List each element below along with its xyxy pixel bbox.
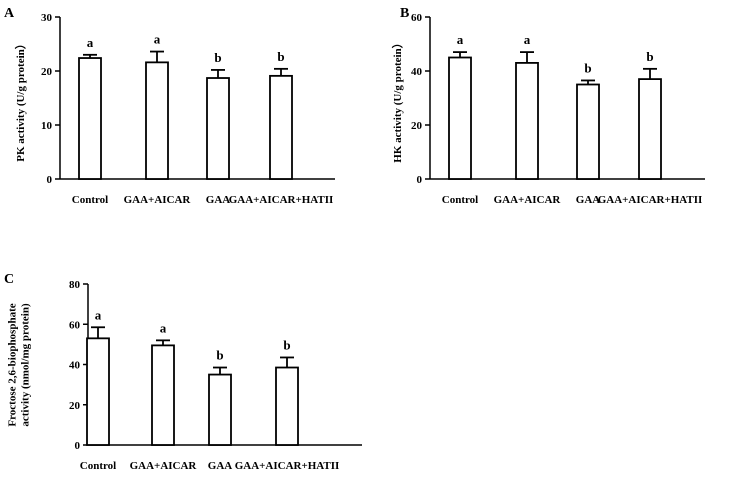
category-label: Control <box>72 194 108 206</box>
y-axis-label-line: Froctose 2,6-biophosphate <box>7 303 19 426</box>
y-tick-label-c: 60 <box>69 319 81 331</box>
category-label: GAA+AICAR <box>130 460 198 472</box>
bar <box>151 344 175 446</box>
bar <box>86 337 110 446</box>
significance-label: a <box>524 32 531 47</box>
bar <box>78 57 102 180</box>
significance-label: a <box>95 307 102 322</box>
significance-label: b <box>277 49 284 64</box>
category-label: GAA+AICAR+HATII <box>598 194 703 206</box>
significance-label: a <box>154 32 161 47</box>
category-label: GAA+AICAR+HATII <box>229 194 334 206</box>
bar <box>515 62 539 180</box>
panel-letter-c: C <box>4 272 14 287</box>
category-label: Control <box>442 194 478 206</box>
significance-label: a <box>87 35 94 50</box>
y-tick-label-c: 0 <box>75 440 81 452</box>
y-axis-label-line: activity (nmol/mg protein) <box>20 303 32 427</box>
y-tick-label-a: 20 <box>41 66 53 78</box>
category-label: GAA+AICAR <box>494 194 562 206</box>
significance-label: b <box>646 49 653 64</box>
y-tick-label-c: 40 <box>69 360 81 372</box>
significance-label: b <box>283 337 290 352</box>
bar <box>145 61 169 180</box>
bar <box>206 77 230 180</box>
bar <box>576 83 600 180</box>
y-axis-label-a: PK activity (U/g protein） <box>14 38 27 162</box>
y-tick-label-a: 30 <box>41 12 53 24</box>
y-tick-label-b: 40 <box>411 66 423 78</box>
panel-letter-b: B <box>400 6 409 21</box>
category-label: GAA <box>576 194 601 206</box>
y-tick-label-b: 20 <box>411 120 423 132</box>
category-label: GAA+AICAR+HATII <box>235 460 340 472</box>
y-axis-label-c: Froctose 2,6-biophosphate activity (nmol/… <box>7 303 32 427</box>
bar <box>269 74 293 180</box>
bar <box>208 373 232 446</box>
y-tick-label-a: 0 <box>47 174 53 186</box>
y-tick-label-b: 60 <box>411 12 423 24</box>
y-tick-label-a: 10 <box>41 120 53 132</box>
panel-letter-a: A <box>4 6 15 21</box>
significance-label: b <box>584 60 591 75</box>
y-tick-label-b: 0 <box>417 174 423 186</box>
y-tick-label-c: 20 <box>69 400 81 412</box>
significance-label: b <box>216 348 223 363</box>
category-label: Control <box>80 460 116 472</box>
y-tick-label-c: 80 <box>69 279 81 291</box>
category-label: GAA+AICAR <box>124 194 192 206</box>
bar <box>638 78 662 180</box>
bar <box>448 56 472 180</box>
significance-label: a <box>457 32 464 47</box>
bar <box>275 366 299 446</box>
category-label: GAA <box>206 194 231 206</box>
y-axis-label-b: HK activity (U/g protein） <box>391 37 404 162</box>
category-label: GAA <box>208 460 233 472</box>
y-axis-label-line: PK activity (U/g protein） <box>14 38 27 162</box>
significance-label: b <box>214 50 221 65</box>
y-axis-label-line: HK activity (U/g protein） <box>391 37 404 162</box>
significance-label: a <box>160 320 167 335</box>
